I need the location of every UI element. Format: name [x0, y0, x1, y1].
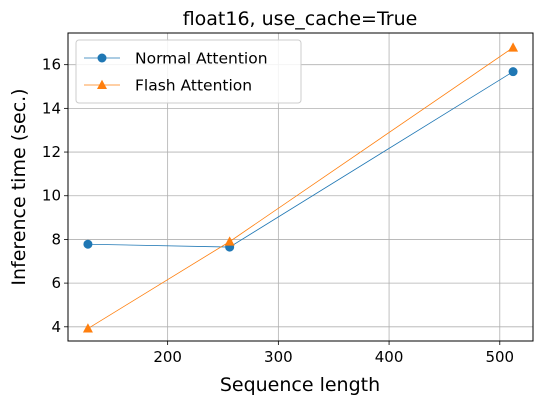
x-axis-label: Sequence length [220, 374, 380, 396]
series-layer [82, 42, 519, 333]
data-point [508, 42, 519, 52]
legend-marker [97, 79, 107, 89]
legend-marker [97, 53, 107, 63]
y-tick-label: 4 [51, 318, 61, 336]
legend-box [75, 39, 302, 104]
legend-label: Flash Attention [135, 77, 252, 95]
x-tick-label: 300 [264, 348, 293, 366]
data-point [82, 323, 93, 333]
x-tick-label: 400 [375, 348, 404, 366]
y-tick-label: 14 [42, 99, 61, 117]
chart-title: float16, use_cache=True [183, 8, 418, 30]
y-tick-label: 10 [42, 187, 61, 205]
data-point [83, 239, 93, 249]
series-flash-attention [82, 42, 519, 333]
x-ticks: 200 300 400 500 [153, 341, 514, 366]
y-axis-label: Inference time (sec.) [8, 88, 30, 285]
series-normal-attention [83, 67, 518, 252]
legend-item: Normal Attention [84, 50, 268, 68]
legend: Normal Attention Flash Attention [75, 39, 302, 104]
y-tick-label: 12 [42, 143, 61, 161]
legend-item: Flash Attention [84, 77, 252, 95]
y-tick-label: 6 [51, 274, 61, 292]
x-tick-label: 200 [153, 348, 182, 366]
x-tick-label: 500 [485, 348, 514, 366]
data-point [508, 67, 518, 77]
y-ticks: 4 6 8 10 12 14 16 [42, 56, 68, 336]
legend-label: Normal Attention [135, 50, 268, 68]
data-point [224, 236, 235, 246]
y-tick-label: 16 [42, 56, 61, 74]
y-tick-label: 8 [51, 230, 61, 248]
plot-frame [67, 32, 534, 342]
